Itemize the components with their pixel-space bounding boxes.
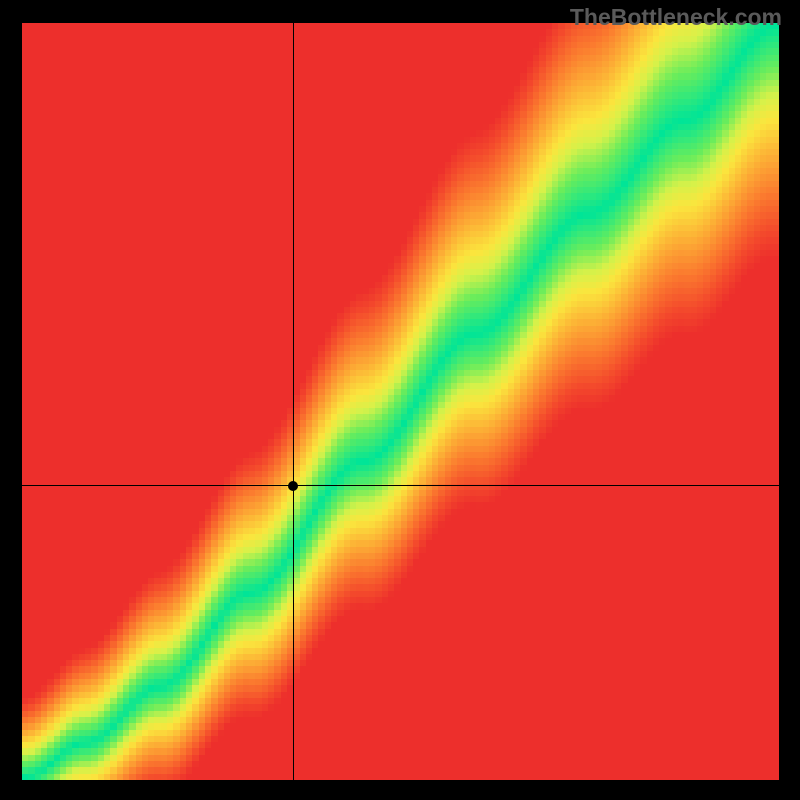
crosshair-vertical (293, 23, 294, 780)
selection-marker (288, 481, 298, 491)
bottleneck-heatmap (22, 23, 779, 780)
watermark-text: TheBottleneck.com (570, 4, 782, 31)
crosshair-horizontal (22, 485, 779, 486)
chart-container: TheBottleneck.com (0, 0, 800, 800)
